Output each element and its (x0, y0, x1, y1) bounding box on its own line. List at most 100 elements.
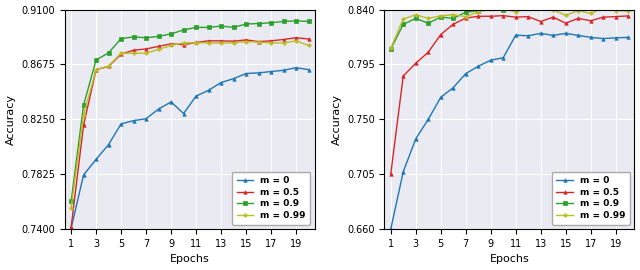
m = 0.5 (80, 124, 88, 127)
m = 0.99 (155, 48, 163, 51)
m = 0.9 (437, 15, 445, 19)
m = 0 (292, 66, 300, 69)
m = 0 (92, 158, 100, 161)
m = 0.5 (412, 62, 420, 65)
m = 0.5 (449, 23, 457, 26)
m = 0.99 (105, 65, 113, 68)
m = 0.9 (155, 35, 163, 38)
m = 0.9 (462, 11, 470, 14)
m = 0.9 (205, 26, 212, 29)
m = 0 (524, 34, 532, 38)
m = 0 (399, 170, 407, 173)
m = 0.5 (292, 36, 300, 39)
m = 0.9 (387, 48, 395, 51)
m = 0 (387, 228, 395, 231)
m = 0.9 (537, 1, 545, 4)
m = 0.5 (305, 37, 312, 40)
m = 0 (305, 68, 312, 71)
m = 0.99 (117, 52, 125, 55)
m = 0.5 (205, 39, 212, 42)
m = 0 (462, 72, 470, 75)
m = 0.99 (562, 14, 570, 17)
m = 0.99 (67, 206, 75, 210)
m = 0.9 (424, 22, 432, 25)
m = 0 (412, 137, 420, 140)
m = 0.99 (268, 41, 275, 45)
m = 0.99 (142, 52, 150, 55)
m = 0.9 (487, 6, 495, 9)
m = 0 (474, 65, 482, 68)
m = 0.99 (512, 10, 520, 14)
m = 0.99 (537, 6, 545, 10)
m = 0.9 (80, 103, 88, 107)
m = 0.5 (612, 15, 620, 18)
m = 0.9 (512, 6, 520, 9)
m = 0.5 (130, 49, 138, 52)
m = 0.9 (625, 0, 632, 2)
m = 0.5 (437, 33, 445, 36)
m = 0.99 (242, 40, 250, 43)
m = 0.9 (399, 23, 407, 26)
m = 0.5 (562, 22, 570, 25)
m = 0.5 (142, 47, 150, 50)
m = 0.99 (587, 12, 595, 15)
m = 0.5 (117, 52, 125, 56)
m = 0.9 (67, 200, 75, 203)
m = 0.5 (192, 41, 200, 44)
m = 0.99 (167, 44, 175, 47)
m = 0.5 (487, 15, 495, 18)
m = 0.5 (474, 15, 482, 18)
m = 0.9 (230, 26, 237, 29)
m = 0.99 (399, 18, 407, 21)
m = 0.9 (574, 2, 582, 5)
m = 0.99 (217, 41, 225, 45)
m = 0 (130, 119, 138, 122)
m = 0.5 (280, 38, 287, 41)
m = 0 (424, 118, 432, 121)
m = 0.5 (105, 65, 113, 68)
m = 0.9 (217, 25, 225, 28)
m = 0 (217, 81, 225, 84)
m = 0.99 (449, 13, 457, 16)
m = 0 (512, 33, 520, 37)
m = 0 (242, 72, 250, 75)
m = 0.9 (292, 19, 300, 22)
m = 0 (67, 227, 75, 230)
m = 0.9 (192, 26, 200, 29)
m = 0.99 (80, 113, 88, 116)
m = 0.99 (305, 44, 312, 47)
m = 0.99 (205, 41, 212, 45)
m = 0.5 (167, 42, 175, 45)
m = 0.9 (499, 8, 507, 11)
m = 0.99 (599, 6, 607, 10)
m = 0.99 (487, 8, 495, 11)
m = 0 (180, 112, 188, 115)
m = 0.5 (524, 15, 532, 18)
m = 0 (499, 56, 507, 59)
m = 0.9 (612, 0, 620, 1)
m = 0 (437, 96, 445, 99)
m = 0.99 (499, 7, 507, 10)
m = 0 (117, 122, 125, 126)
m = 0 (280, 69, 287, 72)
m = 0.5 (599, 15, 607, 19)
m = 0.5 (625, 14, 632, 18)
m = 0.9 (255, 22, 262, 25)
m = 0 (205, 89, 212, 92)
m = 0 (587, 36, 595, 39)
m = 0.9 (549, 3, 557, 6)
m = 0.9 (524, 6, 532, 10)
m = 0.99 (230, 41, 237, 45)
Line: m = 0.9: m = 0.9 (389, 0, 630, 51)
m = 0 (105, 143, 113, 146)
Line: m = 0: m = 0 (69, 66, 310, 230)
Line: m = 0: m = 0 (389, 32, 630, 231)
m = 0.5 (242, 38, 250, 42)
m = 0.99 (412, 13, 420, 16)
m = 0.99 (180, 41, 188, 45)
m = 0.99 (474, 10, 482, 14)
m = 0.5 (230, 40, 237, 43)
m = 0.99 (292, 39, 300, 42)
m = 0.9 (280, 20, 287, 23)
m = 0.5 (155, 45, 163, 48)
